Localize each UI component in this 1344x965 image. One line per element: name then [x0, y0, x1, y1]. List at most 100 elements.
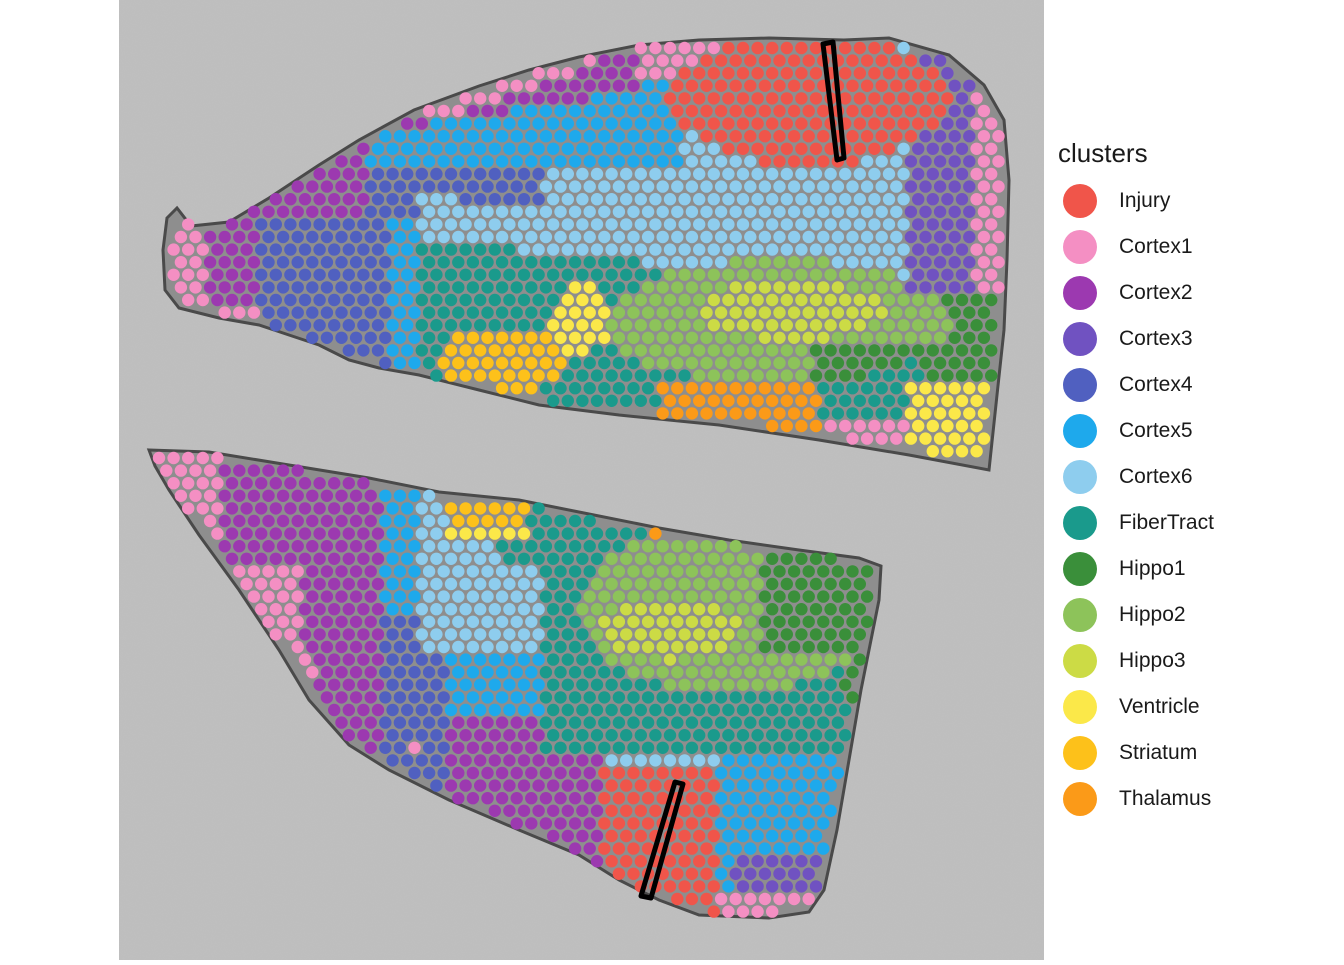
spot-upper-cortex4 [342, 293, 355, 307]
spot-upper-hippo2 [882, 293, 896, 307]
spot-upper-cortex5 [671, 155, 684, 168]
spot-lower-cortex4 [430, 779, 443, 792]
spot-lower-fibertract [590, 678, 604, 691]
spot-upper-cortex1 [897, 419, 910, 433]
spot-lower-hippo2 [627, 540, 640, 553]
spot-upper-fibertract [860, 382, 874, 395]
spot-lower-fibertract [554, 514, 567, 528]
spot-upper-hippo3 [860, 306, 874, 319]
spot-lower-cortex1 [233, 565, 246, 578]
spot-upper-injury [780, 41, 793, 55]
spot-lower-hippo2 [736, 552, 750, 565]
spot-upper-cortex5 [532, 142, 545, 155]
spot-lower-cortex2 [298, 527, 312, 540]
spot-upper-cortex6 [678, 193, 691, 206]
spot-upper-fibertract [481, 256, 494, 269]
spot-upper-fibertract [554, 281, 567, 294]
spot-upper-ventricle [919, 432, 932, 445]
spot-upper-cortex5 [510, 130, 523, 143]
spot-lower-cortex2 [466, 741, 480, 754]
spot-upper-cortex2 [225, 293, 239, 307]
spot-lower-fibertract [736, 729, 750, 742]
spot-upper-cortex6 [882, 243, 896, 256]
spot-upper-cortex6 [576, 218, 589, 231]
spot-upper-injury [853, 92, 866, 105]
spot-upper-hippo3 [751, 319, 764, 332]
spot-upper-hippo2 [758, 256, 772, 269]
spot-upper-striatum [510, 331, 523, 344]
spot-upper-hippo3 [700, 306, 713, 319]
spot-upper-cortex6 [860, 155, 874, 168]
spot-upper-cortex1 [977, 180, 991, 193]
spot-upper-cortex4 [364, 256, 377, 269]
spot-upper-cortex4 [306, 331, 319, 344]
spot-lower-cortex2 [503, 779, 516, 792]
spot-upper-cortex6 [576, 193, 589, 206]
spot-upper-cortex5 [459, 117, 472, 130]
spot-upper-hippo2 [729, 256, 742, 269]
spot-lower-fibertract [568, 640, 582, 654]
spot-upper-hippo1 [977, 331, 991, 344]
spot-upper-cortex3 [963, 256, 976, 269]
spot-lower-cortex2 [517, 729, 531, 742]
spot-upper-fibertract [517, 293, 531, 307]
spot-upper-cortex4 [291, 306, 304, 319]
spot-upper-striatum [437, 356, 450, 370]
spot-lower-injury [598, 792, 611, 805]
spot-lower-fibertract [539, 666, 553, 679]
spot-upper-cortex3 [948, 281, 961, 294]
spot-lower-cortex5 [722, 880, 735, 893]
spot-lower-cortex6 [488, 603, 501, 616]
spot-upper-fibertract [583, 356, 596, 370]
spot-lower-fibertract [532, 552, 545, 565]
spot-upper-hippo1 [897, 344, 910, 357]
spot-upper-cortex3 [926, 142, 939, 155]
spot-upper-cortex6 [722, 218, 735, 231]
spot-lower-cortex2 [349, 716, 363, 729]
spot-upper-injury [941, 92, 954, 105]
spot-lower-cortex2 [335, 489, 348, 502]
spot-upper-injury [919, 79, 932, 93]
spot-lower-injury [678, 804, 691, 817]
spot-upper-hippo3 [758, 281, 772, 294]
spot-lower-injury [693, 855, 706, 868]
spot-upper-injury [882, 92, 896, 105]
spot-upper-hippo1 [948, 331, 961, 344]
spot-upper-cortex1 [977, 256, 991, 269]
spot-upper-cortex6 [707, 218, 720, 231]
spot-upper-hippo3 [729, 306, 742, 319]
spot-lower-cortex2 [313, 603, 326, 616]
spot-upper-injury [766, 92, 779, 105]
spot-upper-cortex6 [700, 180, 713, 193]
spot-upper-cortex5 [401, 344, 414, 357]
spot-lower-cortex4 [422, 666, 436, 679]
spot-upper-cortex4 [335, 256, 348, 269]
spot-lower-injury [685, 842, 699, 855]
spot-upper-cortex5 [430, 117, 443, 130]
spot-upper-hippo1 [926, 344, 939, 357]
spot-lower-cortex2 [313, 678, 326, 691]
spot-lower-cortex5 [408, 540, 421, 553]
spot-upper-cortex6 [795, 218, 808, 231]
spot-upper-cortex3 [912, 142, 925, 155]
spot-upper-cortex6 [605, 167, 618, 181]
spot-upper-cortex4 [320, 256, 334, 269]
spot-upper-cortex1 [970, 167, 983, 181]
spot-upper-fibertract [422, 281, 436, 294]
spot-upper-hippo1 [860, 356, 874, 370]
spot-upper-cortex5 [415, 142, 428, 155]
spot-lower-hippo2 [751, 603, 764, 616]
spot-lower-cortex1 [167, 451, 180, 465]
spot-lower-cortex2 [306, 514, 319, 528]
spot-lower-cortex6 [525, 640, 538, 654]
spot-lower-cortex1 [182, 502, 195, 515]
spot-lower-cortex2 [466, 792, 480, 805]
spot-upper-hippo2 [904, 331, 918, 344]
spot-upper-hippo2 [751, 344, 764, 357]
spot-upper-cortex3 [919, 281, 932, 294]
spot-upper-cortex6 [831, 180, 845, 193]
spot-upper-cortex3 [941, 142, 954, 155]
spot-upper-hippo1 [977, 356, 991, 370]
spot-lower-fibertract [787, 741, 801, 754]
spot-lower-cortex5 [751, 779, 764, 792]
